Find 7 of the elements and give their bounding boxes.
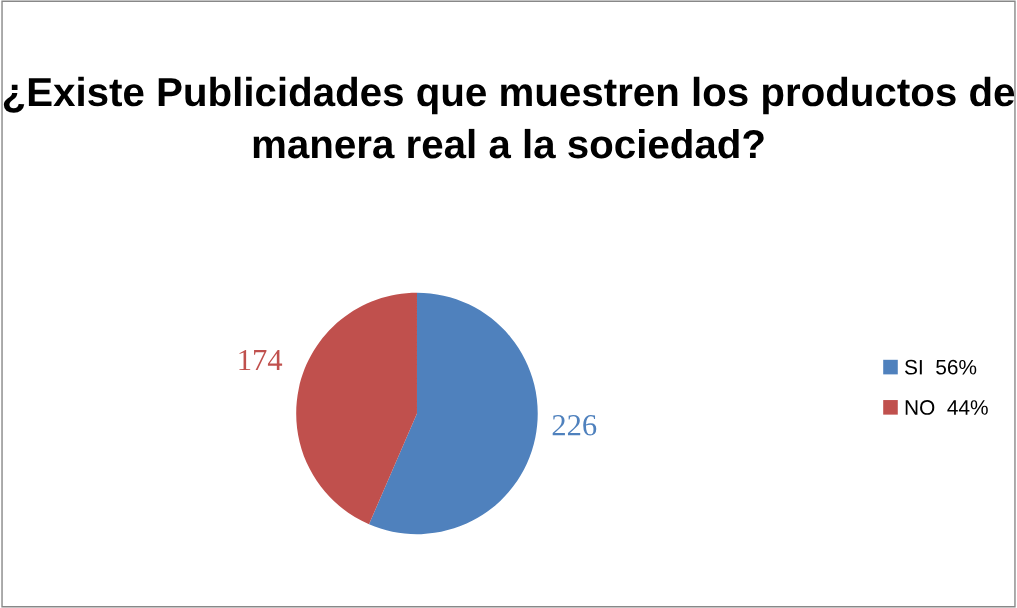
legend-label: SI 56% <box>904 359 977 375</box>
data-label: 174 <box>239 349 283 371</box>
legend-label: NO 44% <box>905 400 988 415</box>
chart-title: ¿Existe Publicidades que muestren los productos de manera real a la sociedad? <box>3 76 1015 159</box>
data-label: 226 <box>552 415 597 436</box>
pie-slice <box>296 292 417 525</box>
pie-slice <box>369 292 538 535</box>
